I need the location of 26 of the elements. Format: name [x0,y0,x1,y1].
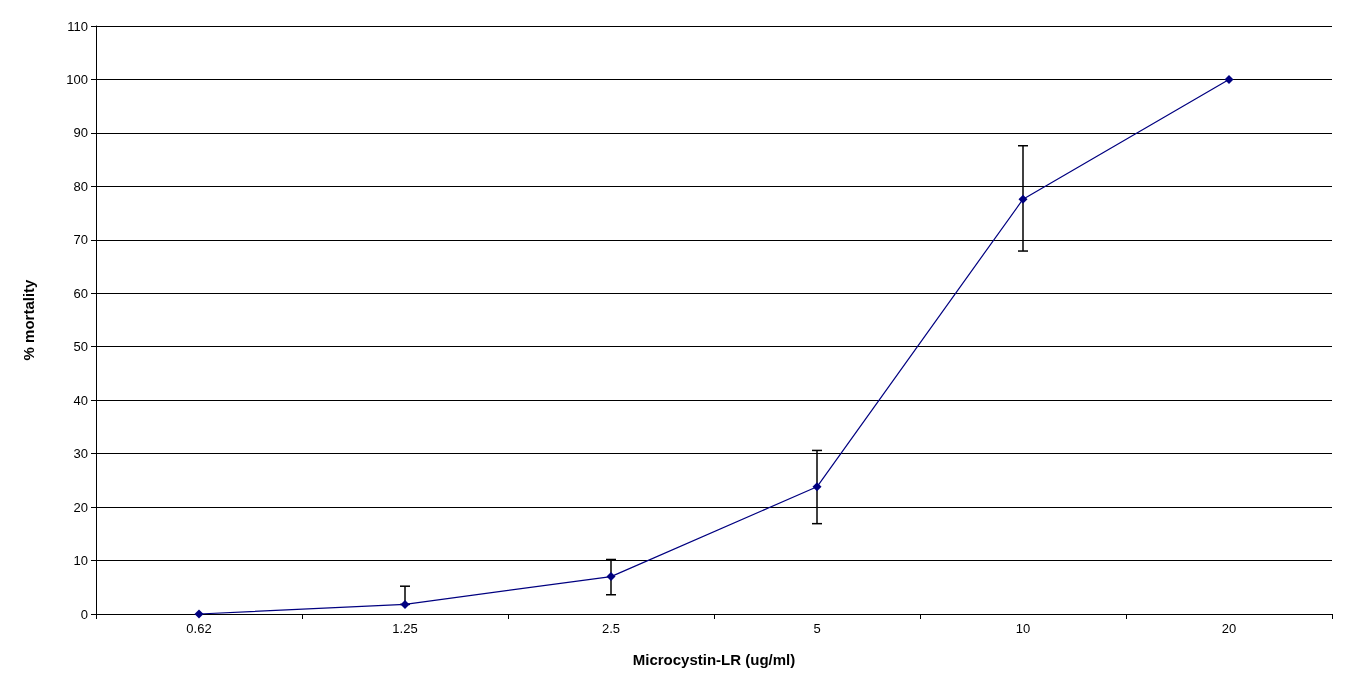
point [812,482,822,492]
y-tick-label: 40 [73,392,88,408]
y-tick-label: 10 [73,553,88,569]
x-tick-label: 20 [1221,621,1237,636]
y-axis-title: % mortality [20,278,37,361]
y-tick-label: 20 [73,499,88,515]
x-tick-label: 2.5 [601,621,621,636]
y-tick-label: 110 [67,18,88,34]
y-tick-label: 0 [80,606,88,622]
point [1018,194,1028,204]
point [606,572,616,582]
y-tick-label: 90 [73,125,88,141]
x-tick-label: 5 [813,621,821,636]
x-axis-title: Microcystin-LR (ug/ml) [632,651,796,668]
point [1224,74,1234,84]
y-tick-label: 50 [73,339,88,355]
point [194,609,204,619]
y-tick-label: 80 [73,178,88,194]
x-tick-label: 1.25 [392,621,418,636]
x-tick-label: 10 [1015,621,1031,636]
y-tick-label: 60 [73,285,88,301]
x-tick-label: 0.62 [186,621,212,636]
y-tick-label: 70 [73,232,88,248]
y-tick-label: 100 [66,71,88,87]
point [400,599,410,609]
y-tick-label: 30 [73,446,88,462]
